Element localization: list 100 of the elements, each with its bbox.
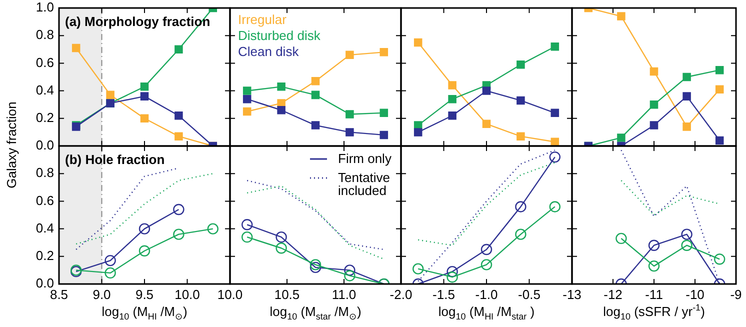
x-tick-label: 10.5 [274, 287, 300, 302]
point [346, 110, 354, 118]
y-tick-label: 0.8 [36, 27, 54, 42]
point [346, 128, 354, 136]
point [173, 228, 184, 240]
x-tick-label: -1.5 [432, 287, 455, 302]
point [516, 132, 525, 140]
point [715, 136, 724, 145]
x-tick-label: -11 [645, 287, 663, 302]
point [715, 85, 724, 94]
point [138, 223, 150, 234]
point [448, 112, 456, 120]
point [616, 232, 627, 244]
text: Clean disk [238, 44, 300, 59]
point [174, 112, 183, 120]
point [380, 108, 388, 118]
x-tick-label: 11.0 [332, 287, 356, 302]
x-tick-label: -9 [730, 287, 742, 302]
point [515, 228, 526, 240]
point [346, 50, 354, 60]
legend-label: Firm only [338, 151, 392, 166]
text: Disturbed disk [238, 28, 321, 43]
point [277, 106, 286, 114]
point [550, 42, 560, 51]
x-tick-label: -10 [686, 287, 704, 302]
point [516, 96, 525, 105]
point [681, 228, 692, 240]
x-axis-title: log$_{10}$ (M$_{HI}$ /M$_{⊙}$) [100, 304, 188, 322]
point [276, 242, 287, 254]
point [650, 100, 658, 109]
point [715, 66, 724, 74]
point [173, 204, 184, 216]
point [140, 114, 149, 123]
x-axis-title: log$_{10}$ (sSFR / yr$^{-1}$) [602, 302, 706, 322]
x-tick-label: 10.0 [217, 287, 243, 302]
point [276, 231, 287, 243]
x-tick-label: 9.0 [92, 287, 111, 302]
y-tick-label: 0.6 [36, 54, 54, 70]
point [311, 90, 320, 100]
point [480, 244, 492, 256]
y-tick-label: 0.2 [36, 110, 54, 125]
x-tick-label: 9.5 [135, 287, 154, 302]
y-tick-label: 0.6 [36, 192, 54, 208]
point [344, 264, 356, 276]
x-tick-label: -12 [604, 287, 622, 302]
annotation: (b) Hole fraction [65, 152, 165, 167]
point [242, 231, 253, 243]
point [648, 240, 660, 251]
point [682, 122, 691, 131]
point [277, 82, 286, 91]
point [311, 121, 320, 130]
point [72, 44, 80, 52]
point [448, 94, 456, 104]
point [207, 223, 218, 234]
y-tick-label: 0.0 [36, 138, 54, 153]
point [515, 201, 526, 212]
point [682, 72, 691, 82]
point [140, 92, 149, 100]
x-axis-title: log$_{10}$ (M$_{HI}$ /M$_{star}$ ) [437, 304, 536, 322]
point [140, 82, 149, 91]
point [344, 270, 356, 282]
point [311, 77, 320, 86]
point [714, 254, 726, 265]
point [550, 138, 560, 146]
point [617, 134, 626, 142]
text: Irregular [238, 12, 288, 27]
point [104, 267, 116, 279]
point [482, 86, 491, 95]
point [516, 60, 525, 69]
point [549, 201, 560, 212]
point [648, 260, 660, 272]
point [480, 259, 492, 270]
point [242, 219, 253, 230]
point [681, 240, 692, 251]
point [310, 259, 322, 270]
y-tick-label: 0.4 [36, 82, 54, 98]
point [242, 86, 252, 95]
point [104, 254, 116, 266]
point [412, 263, 424, 274]
point [380, 48, 388, 56]
point [242, 94, 252, 104]
point [549, 151, 560, 163]
point [650, 121, 658, 130]
point [174, 132, 183, 140]
x-tick-label: -1.0 [475, 287, 498, 302]
point [414, 38, 422, 47]
point [446, 272, 458, 283]
point [482, 120, 491, 128]
x-axis-title: log$_{10}$ (M$_{star}$ /M$_{⊙}$) [268, 304, 362, 322]
y-tick-label: 0.4 [36, 220, 54, 236]
point [138, 245, 150, 256]
legend-label: Tentative included [338, 170, 390, 198]
x-tick-label: -2.0 [390, 287, 412, 302]
point [682, 92, 691, 100]
point [446, 266, 458, 278]
point [550, 108, 560, 118]
point [242, 107, 252, 116]
x-tick-label: 10.0 [174, 287, 200, 302]
y-tick-label: 0.2 [36, 248, 54, 263]
point [174, 45, 183, 54]
